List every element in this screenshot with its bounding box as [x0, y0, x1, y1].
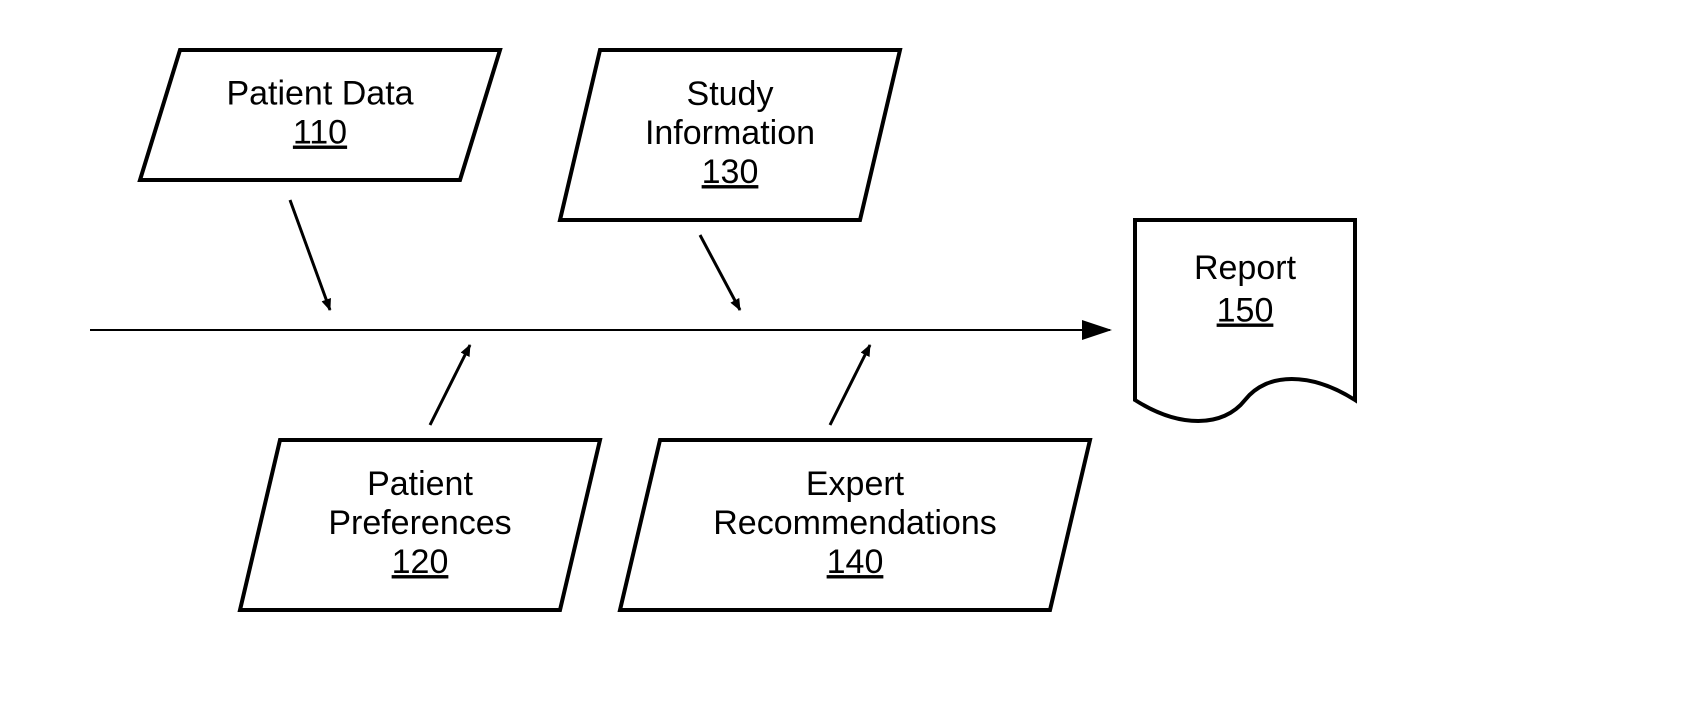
- node-patient-data: Patient Data110: [140, 50, 500, 310]
- arrow-patient-data: [290, 200, 330, 310]
- arrow-expert-recs: [830, 345, 870, 425]
- label-expert-recs-line0: Expert: [806, 465, 905, 503]
- arrow-study-information: [700, 235, 740, 310]
- node-study-information: StudyInformation130: [560, 50, 900, 310]
- ref-patient-data: 110: [293, 114, 347, 152]
- label-patient-data-line0: Patient Data: [226, 74, 413, 112]
- node-patient-preferences: PatientPreferences120: [240, 345, 600, 610]
- label-expert-recs-line1: Recommendations: [713, 504, 996, 542]
- label-study-information-line1: Information: [645, 114, 815, 152]
- label-study-information-line0: Study: [687, 75, 774, 113]
- ref-patient-preferences: 120: [392, 543, 449, 581]
- fishbone-diagram: Patient Data110StudyInformation130Patien…: [0, 0, 1697, 728]
- label-patient-preferences-line0: Patient: [367, 465, 473, 503]
- ref-report: 150: [1217, 291, 1274, 329]
- arrow-patient-preferences: [430, 345, 470, 425]
- label-report: Report: [1194, 249, 1297, 287]
- label-patient-preferences-line1: Preferences: [328, 504, 511, 542]
- ref-expert-recs: 140: [827, 543, 884, 581]
- node-expert-recs: ExpertRecommendations140: [620, 345, 1090, 610]
- ref-study-information: 130: [702, 153, 759, 191]
- node-report: Report 150: [1135, 220, 1355, 421]
